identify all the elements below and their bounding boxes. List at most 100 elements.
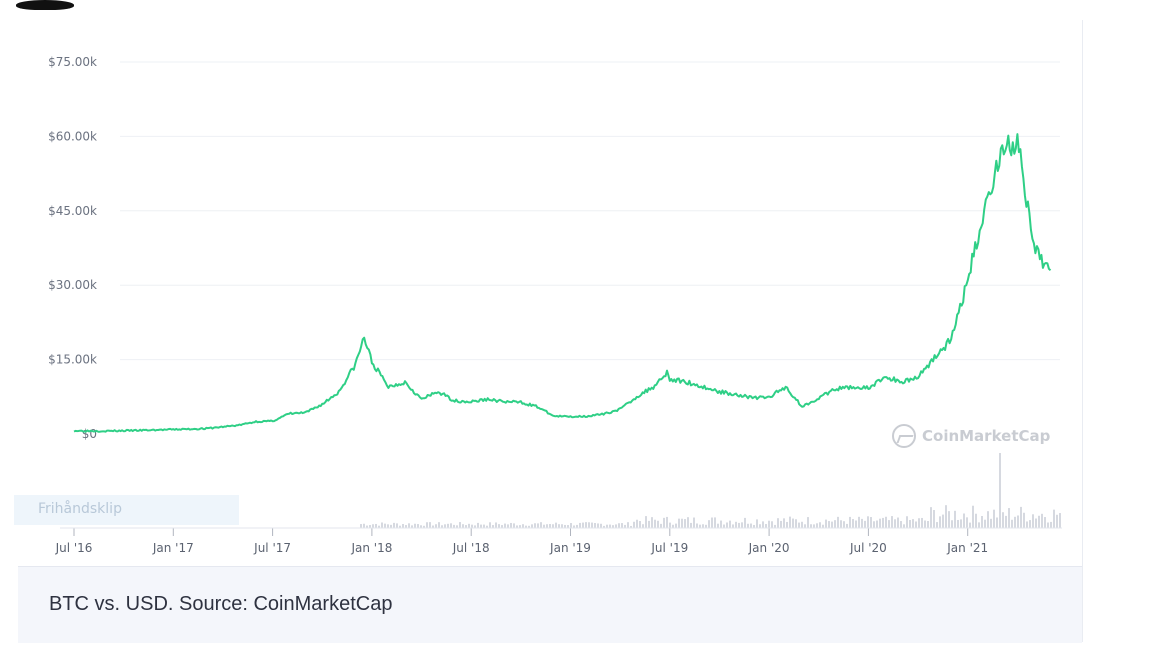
volume-bar — [693, 517, 695, 528]
volume-bar — [507, 524, 509, 528]
volume-bar — [1014, 516, 1016, 528]
volume-bar — [396, 523, 398, 528]
volume-bar — [402, 524, 404, 528]
volume-bar — [852, 519, 854, 528]
volume-bar — [837, 516, 839, 528]
volume-bar — [903, 524, 905, 528]
volume-bar — [456, 525, 458, 528]
volume-bar — [1017, 515, 1019, 528]
volume-bar — [360, 524, 362, 528]
volume-bar — [930, 507, 932, 528]
x-tick-label: Jan '21 — [946, 541, 988, 555]
volume-bar — [486, 525, 488, 528]
volume-bar — [384, 523, 386, 528]
volume-bar — [726, 522, 728, 528]
volume-bar — [978, 522, 980, 528]
volume-bar — [840, 520, 842, 528]
y-tick-label: $0 — [82, 427, 97, 441]
volume-bar — [450, 523, 452, 528]
volume-bar — [489, 522, 491, 528]
volume-bar — [657, 520, 659, 528]
y-tick-label: $60.00k — [48, 129, 97, 143]
volume-bar — [966, 517, 968, 528]
x-tick-label: Jan '20 — [748, 541, 790, 555]
volume-bar — [576, 524, 578, 528]
volume-bar — [786, 521, 788, 528]
volume-bar — [570, 523, 572, 528]
volume-bar — [1053, 509, 1055, 528]
volume-bar — [813, 524, 815, 528]
volume-bar — [792, 518, 794, 528]
volume-bar — [933, 510, 935, 528]
volume-bar — [474, 525, 476, 528]
volume-bar — [768, 520, 770, 528]
volume-bar — [900, 521, 902, 528]
volume-bar — [624, 524, 626, 528]
x-tick-label: Jul '18 — [452, 541, 490, 555]
y-tick-label: $15.00k — [48, 353, 97, 367]
volume-bar — [918, 518, 920, 528]
volume-bar — [753, 524, 755, 528]
volume-bar — [366, 525, 368, 528]
volume-bar — [780, 520, 782, 528]
y-tick-label: $30.00k — [48, 278, 97, 292]
volume-bar — [1026, 521, 1028, 528]
volume-bar — [1008, 508, 1010, 528]
volume-bar — [984, 519, 986, 528]
volume-bar — [1059, 513, 1061, 528]
volume-bar — [1011, 519, 1013, 528]
volume-bar — [594, 523, 596, 528]
volume-bar — [630, 525, 632, 528]
volume-bar — [783, 518, 785, 528]
volume-bar — [690, 522, 692, 528]
volume-bar — [1023, 512, 1025, 528]
volume-bar — [711, 517, 713, 528]
volume-bar — [834, 520, 836, 528]
volume-bar — [855, 520, 857, 528]
volume-bar — [408, 523, 410, 528]
snip-tool-overlay[interactable]: Frihåndsklip — [14, 495, 239, 525]
volume-bar — [1035, 518, 1037, 528]
volume-bar — [831, 521, 833, 528]
x-tick-label: Jan '18 — [350, 541, 392, 555]
volume-bar — [441, 525, 443, 528]
volume-bar — [945, 505, 947, 528]
volume-bar — [495, 522, 497, 528]
volume-bar — [423, 525, 425, 528]
volume-bar — [717, 523, 719, 528]
volume-bar — [537, 523, 539, 528]
volume-bar — [975, 513, 977, 528]
volume-bar — [822, 524, 824, 528]
volume-bar — [867, 516, 869, 528]
volume-bar — [426, 522, 428, 528]
volume-bar — [996, 517, 998, 528]
volume-bar — [555, 522, 557, 528]
volume-bar — [465, 525, 467, 528]
volume-bar — [738, 522, 740, 528]
volume-bar — [714, 517, 716, 528]
volume-bar — [672, 524, 674, 528]
volume-bar — [642, 524, 644, 528]
x-tick-label: Jul '19 — [650, 541, 688, 555]
volume-bar — [756, 519, 758, 528]
volume-bar — [741, 522, 743, 528]
volume-bar — [993, 509, 995, 528]
volume-bar — [1047, 522, 1049, 528]
volume-bar — [744, 517, 746, 528]
volume-bar — [1038, 515, 1040, 528]
volume-bar — [621, 523, 623, 528]
volume-bar — [954, 510, 956, 528]
x-tick-label: Jul '20 — [849, 541, 887, 555]
volume-bar — [609, 524, 611, 528]
volume-bar — [660, 523, 662, 528]
volume-bar — [432, 525, 434, 528]
volume-bar — [1044, 517, 1046, 528]
volume-bar — [942, 514, 944, 528]
watermark-text: CoinMarketCap — [922, 427, 1051, 445]
volume-bar — [510, 522, 512, 528]
volume-bar — [588, 522, 590, 528]
volume-bar — [417, 524, 419, 528]
volume-bar — [939, 516, 941, 528]
volume-bar — [687, 517, 689, 528]
volume-bar — [876, 520, 878, 528]
